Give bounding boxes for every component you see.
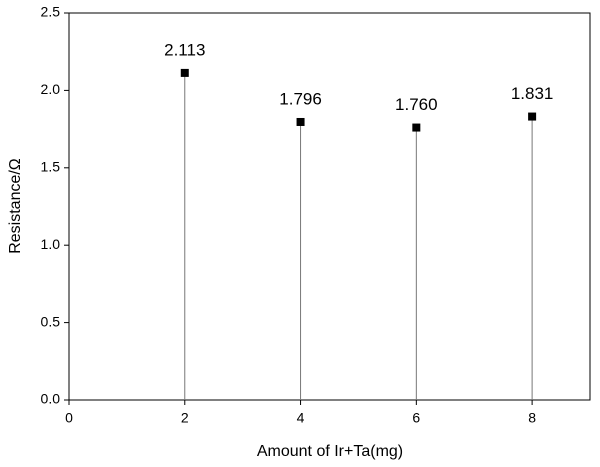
x-tick-label: 2 bbox=[181, 410, 189, 426]
y-axis-label: Resistance/Ω bbox=[7, 158, 24, 254]
value-label: 1.760 bbox=[395, 95, 438, 114]
x-tick-label: 0 bbox=[65, 410, 73, 426]
x-axis-label: Amount of Ir+Ta(mg) bbox=[257, 443, 403, 460]
y-tick-label: 0.5 bbox=[41, 313, 61, 329]
y-tick-label: 2.0 bbox=[41, 81, 61, 97]
value-label: 1.796 bbox=[279, 89, 322, 108]
y-tick-label: 1.0 bbox=[41, 236, 61, 252]
x-tick-label: 4 bbox=[297, 410, 305, 426]
x-tick-label: 8 bbox=[528, 410, 536, 426]
value-label: 1.831 bbox=[511, 84, 554, 103]
y-tick-label: 1.5 bbox=[41, 159, 61, 175]
marker bbox=[296, 117, 305, 126]
y-tick-label: 0.0 bbox=[41, 391, 61, 407]
marker bbox=[528, 112, 537, 121]
marker bbox=[412, 123, 421, 132]
value-label: 2.113 bbox=[164, 40, 205, 59]
plot-frame bbox=[68, 12, 591, 401]
x-tick-label: 6 bbox=[412, 410, 420, 426]
y-tick-label: 2.5 bbox=[41, 4, 61, 20]
marker bbox=[180, 68, 189, 77]
